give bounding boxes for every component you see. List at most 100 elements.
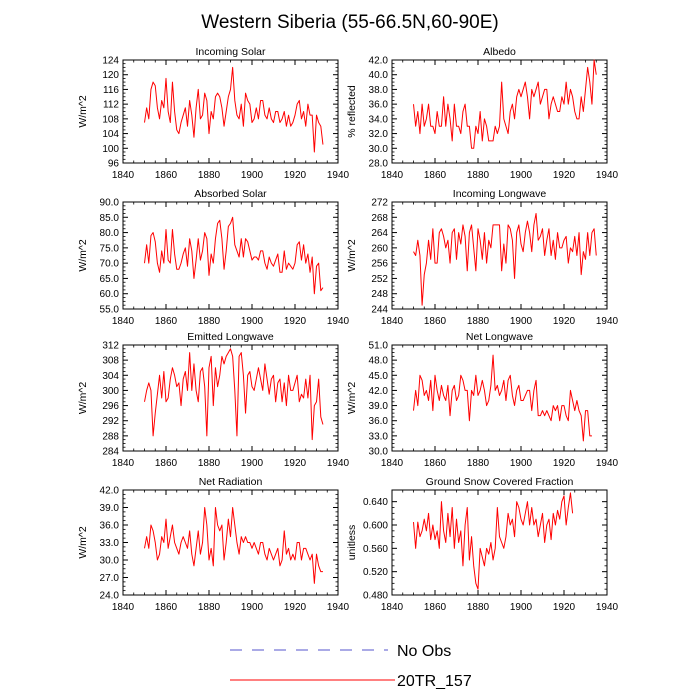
y-axis-label: unitless <box>346 525 358 561</box>
x-tick-label: 1860 <box>155 170 178 181</box>
panel-title: Net Radiation <box>199 476 263 488</box>
y-tick-label: 0.640 <box>363 497 388 508</box>
y-tick-label: 36.0 <box>369 100 389 111</box>
figure-title: Western Siberia (55-66.5N,60-90E) <box>201 12 498 33</box>
y-tick-label: 33.0 <box>100 538 120 549</box>
series-line-20tr_157 <box>144 66 324 153</box>
y-tick-label: 51.0 <box>369 341 389 352</box>
y-tick-label: 252 <box>371 274 388 285</box>
x-tick-label: 1860 <box>155 458 178 469</box>
x-tick-label: 1900 <box>241 458 264 469</box>
x-tick-label: 1860 <box>424 458 447 469</box>
x-tick-label: 1920 <box>553 458 576 469</box>
x-tick-label: 1840 <box>112 602 135 613</box>
y-tick-label: 120 <box>102 70 119 81</box>
y-tick-label: 80.0 <box>100 228 120 239</box>
y-axis-label: % reflected <box>346 85 358 138</box>
plot-frame <box>122 59 339 164</box>
panel-title: Albedo <box>483 46 516 58</box>
plot-frame <box>122 201 339 310</box>
y-tick-label: 39.0 <box>369 401 389 412</box>
panel-incoming-solar: Incoming Solar W/m^2 1840 1860 1880 1900 1920 1… <box>77 46 350 181</box>
y-tick-label: 112 <box>103 100 119 111</box>
y-tick-label: 300 <box>102 386 119 397</box>
y-tick-label: 75.0 <box>100 243 120 254</box>
x-tick-label: 1940 <box>327 602 350 613</box>
x-tick-label: 1940 <box>596 316 619 327</box>
x-tick-label: 1900 <box>510 170 533 181</box>
y-tick-label: 312 <box>102 341 119 352</box>
y-tick-label: 288 <box>102 431 119 442</box>
x-tick-label: 1920 <box>553 316 576 327</box>
y-tick-label: 40.0 <box>369 70 389 81</box>
panel-net-radiation: Net Radiation W/m^2 1840 1860 1880 1900 1920 19… <box>77 476 350 613</box>
y-tick-label: 104 <box>102 129 119 140</box>
y-tick-label: 256 <box>371 259 388 270</box>
plot-frame <box>391 489 608 596</box>
y-axis-label: W/m^2 <box>77 382 89 415</box>
y-axis-label: W/m^2 <box>346 382 358 415</box>
panel-absorbed-solar: Absorbed Solar W/m^2 1840 1860 1880 1900 1920 1… <box>77 188 350 327</box>
series-line-20tr_157 <box>144 216 324 295</box>
y-tick-label: 268 <box>371 213 388 224</box>
panel-incoming-longwave: Incoming Longwave W/m^2 1840 1860 1880 1900 19… <box>346 188 619 327</box>
x-tick-label: 1900 <box>510 316 533 327</box>
y-tick-label: 0.560 <box>363 544 388 555</box>
y-tick-label: 42.0 <box>369 386 389 397</box>
y-tick-label: 30.0 <box>369 447 389 458</box>
y-tick-label: 24.0 <box>100 591 120 602</box>
y-tick-label: 308 <box>102 356 119 367</box>
panel-title: Absorbed Solar <box>194 188 267 200</box>
x-tick-label: 1920 <box>284 316 307 327</box>
y-tick-label: 248 <box>371 289 388 300</box>
x-tick-label: 1880 <box>198 170 221 181</box>
series-line-20tr_157 <box>413 59 597 149</box>
x-tick-label: 1880 <box>467 458 490 469</box>
y-tick-label: 34.0 <box>369 114 389 125</box>
y-tick-label: 60.0 <box>100 289 120 300</box>
x-tick-label: 1880 <box>467 170 490 181</box>
y-tick-label: 28.0 <box>369 159 389 170</box>
y-tick-label: 65.0 <box>100 274 120 285</box>
series-line-20tr_157 <box>413 212 597 306</box>
y-tick-label: 30.0 <box>369 144 389 155</box>
x-tick-label: 1940 <box>596 170 619 181</box>
y-tick-label: 70.0 <box>100 259 120 270</box>
y-tick-label: 48.0 <box>369 356 389 367</box>
y-tick-label: 296 <box>102 401 119 412</box>
y-tick-label: 292 <box>102 416 119 427</box>
y-tick-label: 284 <box>102 447 119 458</box>
x-tick-label: 1900 <box>241 602 264 613</box>
x-tick-label: 1880 <box>198 316 221 327</box>
x-tick-label: 1920 <box>553 602 576 613</box>
y-tick-label: 32.0 <box>369 129 389 140</box>
chart-panels: Incoming Solar W/m^2 1840 1860 1880 1900 1920 1… <box>77 46 619 613</box>
y-tick-label: 264 <box>371 228 388 239</box>
x-tick-label: 1880 <box>198 602 221 613</box>
y-tick-label: 108 <box>102 114 119 125</box>
panel-title: Net Longwave <box>466 331 533 343</box>
x-tick-label: 1860 <box>155 602 178 613</box>
y-tick-label: 36.0 <box>100 521 120 532</box>
x-tick-label: 1900 <box>241 316 264 327</box>
y-tick-label: 39.0 <box>100 503 120 514</box>
y-tick-label: 42.0 <box>100 486 120 497</box>
x-tick-label: 1860 <box>424 316 447 327</box>
legend-label-20tr-157: 20TR_157 <box>397 673 472 690</box>
x-tick-label: 1880 <box>467 316 490 327</box>
panel-title: Incoming Longwave <box>453 188 547 200</box>
x-tick-label: 1900 <box>510 458 533 469</box>
x-tick-label: 1920 <box>284 602 307 613</box>
plot-frame <box>391 201 608 310</box>
x-tick-label: 1940 <box>327 458 350 469</box>
x-tick-label: 1880 <box>467 602 490 613</box>
y-tick-label: 116 <box>103 85 119 96</box>
y-tick-label: 45.0 <box>369 371 389 382</box>
series-line-20tr_157 <box>413 492 574 590</box>
y-tick-label: 30.0 <box>100 556 120 567</box>
y-tick-label: 0.480 <box>363 591 388 602</box>
plot-frame <box>122 344 339 452</box>
y-tick-label: 272 <box>371 198 388 209</box>
y-tick-label: 0.520 <box>363 567 388 578</box>
